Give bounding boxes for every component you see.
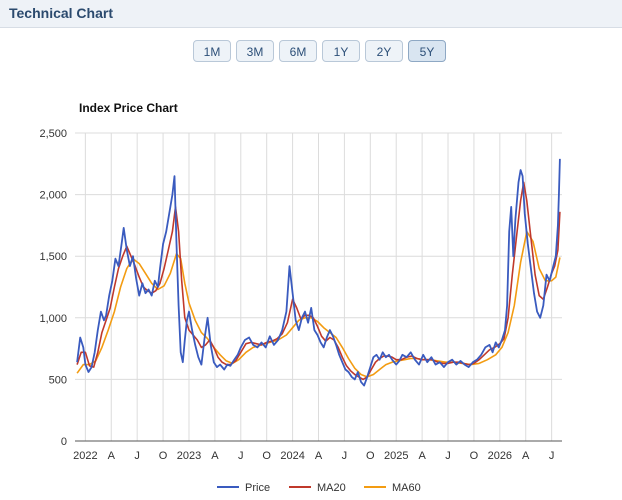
chart-grid [75,132,562,442]
x-tick-label: 2022 [73,450,97,462]
legend-item-ma20[interactable]: MA20 [289,482,346,494]
chart-series [76,158,561,387]
x-tick-label: O [159,450,168,462]
range-button-1y[interactable]: 1Y [322,40,360,62]
legend-item-price[interactable]: Price [217,482,270,494]
range-button-6m[interactable]: 6M [279,40,317,62]
x-tick-label: A [418,450,426,462]
legend-label: MA60 [392,482,421,494]
range-button-5y[interactable]: 5Y [408,40,446,62]
chart-legend: Price MA20 MA60 [217,482,421,494]
series-line-ma20 [76,181,561,381]
x-tick-label: A [108,450,116,462]
x-tick-label: J [342,450,348,462]
chart-axes: 0 500 1,000 1,500 2,000 2,500 2022 A J O 2023 A J O 20… [39,128,562,462]
y-tick-label: 2,500 [39,128,67,140]
legend-label: MA20 [317,482,346,494]
y-tick-label: 2,000 [39,190,67,202]
y-tick-label: 1,000 [39,313,67,325]
x-tick-label: 2026 [488,450,512,462]
x-tick-label: J [238,450,244,462]
chart-title: Index Price Chart [79,101,178,115]
x-tick-label: O [470,450,479,462]
panel-header: Technical Chart [0,0,622,28]
range-button-3m[interactable]: 3M [236,40,274,62]
y-tick-label: 1,500 [39,251,67,263]
panel-title: Technical Chart [9,5,113,21]
range-button-2y[interactable]: 2Y [365,40,403,62]
range-button-1m[interactable]: 1M [193,40,231,62]
x-tick-label: A [315,450,323,462]
x-tick-label: O [262,450,271,462]
series-line-price [76,158,561,387]
x-tick-label: O [366,450,375,462]
y-tick-label: 500 [49,374,67,386]
x-tick-label: 2024 [280,450,304,462]
y-tick-label: 0 [61,436,67,448]
x-tick-label: 2025 [384,450,408,462]
x-tick-label: A [211,450,219,462]
x-tick-label: A [522,450,530,462]
x-tick-label: J [134,450,140,462]
legend-label: Price [245,482,270,494]
x-tick-label: 2023 [177,450,201,462]
x-tick-label: J [445,450,451,462]
x-tick-label: J [549,450,555,462]
legend-item-ma60[interactable]: MA60 [364,482,421,494]
range-button-group: 1M 3M 6M 1Y 2Y 5Y [0,40,622,64]
